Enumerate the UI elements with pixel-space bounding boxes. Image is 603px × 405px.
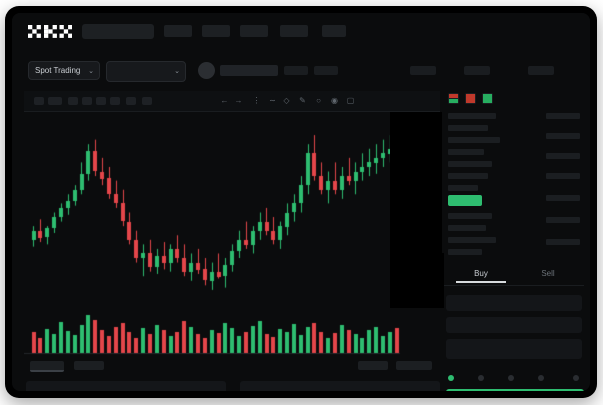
timeframe-button-7[interactable] <box>126 97 136 105</box>
tab-sell-label: Sell <box>541 269 555 278</box>
trendline-icon[interactable]: ∼ <box>269 96 276 105</box>
pagination-dot-5[interactable] <box>573 375 579 381</box>
timeframe-button-1[interactable] <box>34 97 44 105</box>
device-frame: Spot Trading ⌄ ⌄ ← → ⋮ <box>5 6 597 398</box>
orderbook-aggregate-row[interactable] <box>546 173 580 179</box>
orderbook-ask-row[interactable] <box>448 185 478 191</box>
pair-selector[interactable]: ⌄ <box>106 61 186 82</box>
pagination-dot-1[interactable] <box>448 375 454 381</box>
foreground-silhouette-edge <box>442 253 444 308</box>
book-bids-icon[interactable] <box>482 93 493 104</box>
orderbook-ask-row[interactable] <box>448 149 484 155</box>
undo-icon[interactable]: ← <box>220 96 229 105</box>
orderbook-aggregate-row[interactable] <box>546 133 580 139</box>
okx-logo[interactable] <box>28 25 72 39</box>
nav-item-5[interactable] <box>322 25 346 37</box>
orderbook-aggregate-row[interactable] <box>546 217 580 223</box>
orderbook-aggregate-row[interactable] <box>546 153 580 159</box>
timeframe-button-5[interactable] <box>96 97 106 105</box>
tab-buy-label: Buy <box>474 269 488 278</box>
okx-logo-icon <box>28 25 72 38</box>
pagination-dot-3[interactable] <box>508 375 514 381</box>
nav-item-4[interactable] <box>280 25 308 37</box>
market-type-label: Spot Trading <box>35 66 81 75</box>
crosshair-icon[interactable]: ⋮ <box>252 96 261 105</box>
market-stat-5 <box>528 66 554 75</box>
orderbook-bid-row[interactable] <box>448 213 492 219</box>
orderbook-aggregate-row[interactable] <box>546 195 580 201</box>
amount-input[interactable] <box>446 317 582 333</box>
redo-icon[interactable]: → <box>234 96 243 105</box>
chart-toolbar <box>24 91 440 112</box>
trash-icon[interactable]: ▢ <box>346 96 355 105</box>
orderbook-ask-row[interactable] <box>448 125 488 131</box>
timeframe-button-2[interactable] <box>48 97 62 105</box>
orderbook-bid-row[interactable] <box>448 225 486 231</box>
pair-name-label <box>220 65 278 76</box>
eye-icon[interactable]: ◉ <box>331 96 338 105</box>
text-icon[interactable]: ✎ <box>299 96 306 105</box>
market-stat-4 <box>464 66 490 75</box>
orderbook-last-price-row[interactable] <box>448 195 482 206</box>
submit-buy-button[interactable] <box>446 389 584 391</box>
orderbook-bid-row[interactable] <box>448 249 482 255</box>
brush-icon[interactable]: ◇ <box>283 96 290 105</box>
orderbook-aggregate-row[interactable] <box>546 113 580 119</box>
nav-item-3[interactable] <box>240 25 268 37</box>
volume-canvas <box>24 309 440 357</box>
search-input[interactable] <box>82 24 154 39</box>
chevron-down-icon: ⌄ <box>174 68 180 75</box>
market-stat-2 <box>314 66 338 75</box>
pagination-dot-2[interactable] <box>478 375 484 381</box>
chart-footer-tab-2[interactable] <box>74 361 104 370</box>
order-history-panel[interactable] <box>240 381 440 391</box>
orderbook-ask-row[interactable] <box>448 113 496 119</box>
top-navigation-bar <box>12 13 590 49</box>
tab-active-underline <box>456 281 506 283</box>
chart-footer-control-2[interactable] <box>396 361 432 370</box>
orderbook-view-tabs <box>448 93 493 104</box>
timeframe-button-6[interactable] <box>110 97 120 105</box>
orderbook-ask-row[interactable] <box>448 173 488 179</box>
book-asks-icon[interactable] <box>465 93 476 104</box>
volume-chart[interactable] <box>24 309 440 357</box>
pagination-dot-4[interactable] <box>538 375 544 381</box>
chevron-down-icon: ⌄ <box>88 67 94 75</box>
book-both-icon[interactable] <box>448 93 459 104</box>
open-orders-panel[interactable] <box>26 381 226 391</box>
candlestick-canvas <box>24 112 440 307</box>
price-input[interactable] <box>446 295 582 311</box>
tab-buy[interactable]: Buy <box>448 269 514 283</box>
tab-sell[interactable]: Sell <box>518 269 578 278</box>
market-stat-3 <box>410 66 436 75</box>
nav-item-2[interactable] <box>202 25 230 37</box>
orderbook-bid-row[interactable] <box>448 237 496 243</box>
magnet-icon[interactable]: ○ <box>316 96 321 105</box>
orderbook-aggregate-row[interactable] <box>546 239 580 245</box>
total-input[interactable] <box>446 339 582 359</box>
pagination-dots <box>448 373 584 383</box>
market-stat-1 <box>284 66 308 75</box>
foreground-silhouette <box>390 112 442 308</box>
coin-avatar <box>198 62 215 79</box>
orderbook-ask-row[interactable] <box>448 161 492 167</box>
app-screen: Spot Trading ⌄ ⌄ ← → ⋮ <box>12 13 590 391</box>
timeframe-button-3[interactable] <box>68 97 78 105</box>
timeframe-button-4[interactable] <box>82 97 92 105</box>
orderbook-ask-row[interactable] <box>448 137 500 143</box>
timeframe-button-8[interactable] <box>142 97 152 105</box>
chart-footer-control-1[interactable] <box>358 361 388 370</box>
nav-item-1[interactable] <box>164 25 192 37</box>
buy-sell-tabs <box>444 265 584 286</box>
candlestick-chart[interactable] <box>24 112 440 307</box>
chart-footer-tab-1[interactable] <box>30 361 64 372</box>
market-type-selector[interactable]: Spot Trading ⌄ <box>28 61 100 80</box>
